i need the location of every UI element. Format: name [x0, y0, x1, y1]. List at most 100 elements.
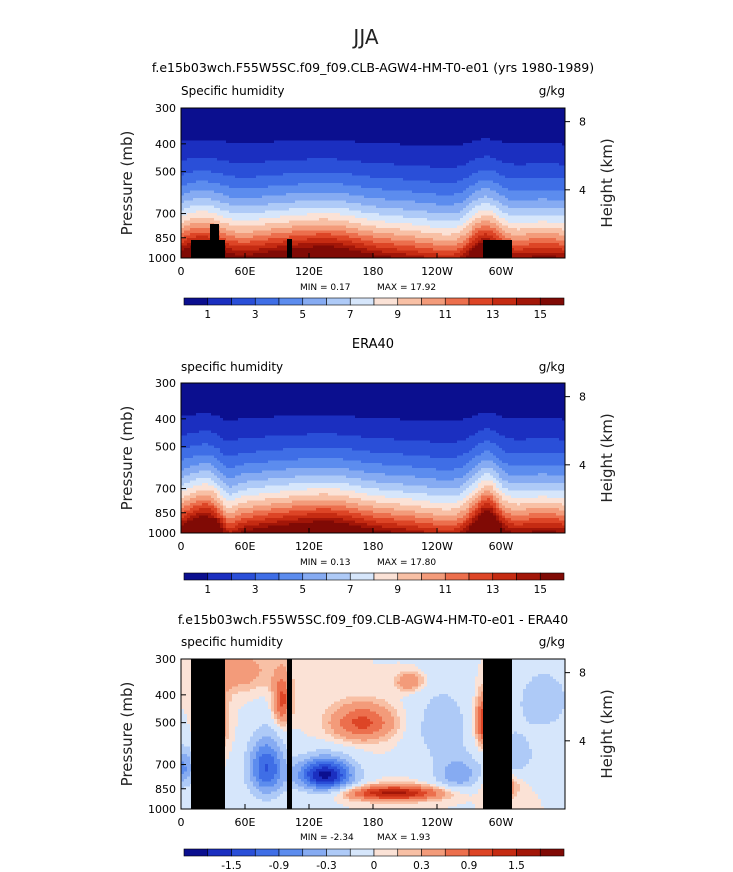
- field-cell: [298, 143, 302, 147]
- field-cell: [325, 148, 329, 152]
- field-cell: [232, 130, 236, 134]
- field-cell: [184, 128, 188, 132]
- field-cell: [286, 113, 290, 117]
- field-cell: [505, 140, 509, 144]
- panel-1: f.e15b03wch.F55W5SC.f09_f09.CLB-AGW4-HM-…: [118, 60, 616, 321]
- field-cell: [478, 125, 482, 129]
- field-cell: [544, 118, 548, 122]
- field-cell: [529, 120, 533, 124]
- field-cell: [406, 145, 410, 149]
- field-cell: [454, 130, 458, 134]
- field-cell: [187, 145, 191, 149]
- field-cell: [502, 108, 506, 112]
- field-cell: [463, 120, 467, 124]
- field-cell: [520, 128, 524, 132]
- field-cell: [367, 108, 371, 112]
- field-cell: [307, 138, 311, 142]
- field-cell: [493, 118, 497, 122]
- field-cell: [277, 133, 281, 137]
- field-cell: [181, 120, 185, 124]
- field-cell: [190, 118, 194, 122]
- field-cell: [334, 123, 338, 127]
- field-cell: [304, 140, 308, 144]
- field-cell: [517, 125, 521, 129]
- field-cell: [307, 148, 311, 152]
- field-cell: [220, 130, 224, 134]
- field-cell: [238, 108, 242, 112]
- field-cell: [322, 120, 326, 124]
- field-cell: [262, 130, 266, 134]
- field-cell: [229, 113, 233, 117]
- field-cell: [481, 108, 485, 112]
- field-cell: [217, 143, 221, 147]
- field-cell: [526, 138, 530, 142]
- field-cell: [409, 133, 413, 137]
- field-cell: [409, 128, 413, 132]
- field-cell: [376, 115, 380, 119]
- field-cell: [313, 150, 317, 154]
- field-cell: [361, 138, 365, 142]
- field-cell: [259, 113, 263, 117]
- field-cell: [562, 145, 565, 149]
- field-cell: [559, 125, 563, 129]
- field-cell: [451, 108, 455, 112]
- field-cell: [226, 115, 230, 119]
- field-cell: [325, 145, 329, 149]
- field-cell: [487, 113, 491, 117]
- field-cell: [319, 118, 323, 122]
- field-cell: [541, 108, 545, 112]
- field-cell: [523, 138, 527, 142]
- field-cell: [181, 113, 185, 117]
- field-cell: [238, 140, 242, 144]
- field-cell: [352, 148, 356, 152]
- field-cell: [409, 130, 413, 134]
- field-cell: [406, 128, 410, 132]
- field-cell: [520, 135, 524, 139]
- field-cell: [550, 120, 554, 124]
- field-cell: [502, 123, 506, 127]
- field-cell: [340, 125, 344, 129]
- field-cell: [331, 118, 335, 122]
- field-cell: [559, 118, 563, 122]
- field-cell: [469, 148, 473, 152]
- field-cell: [388, 108, 392, 112]
- field-cell: [412, 108, 416, 112]
- field-cell: [505, 138, 509, 142]
- field-cell: [271, 143, 275, 147]
- field-cell: [553, 133, 557, 137]
- field-cell: [346, 145, 350, 149]
- field-cell: [538, 113, 542, 117]
- field-cell: [547, 148, 551, 152]
- field-cell: [301, 123, 305, 127]
- field-cell: [493, 115, 497, 119]
- panel-1-field: [181, 108, 565, 258]
- field-cell: [259, 150, 263, 154]
- field-cell: [232, 135, 236, 139]
- field-cell: [316, 120, 320, 124]
- field-cell: [295, 145, 299, 149]
- field-cell: [481, 138, 485, 142]
- field-cell: [532, 145, 536, 149]
- field-cell: [421, 128, 425, 132]
- field-cell: [544, 110, 548, 114]
- field-cell: [187, 123, 191, 127]
- field-cell: [208, 128, 212, 132]
- field-cell: [562, 130, 565, 134]
- field-cell: [247, 143, 251, 147]
- field-cell: [418, 123, 422, 127]
- field-cell: [406, 115, 410, 119]
- field-cell: [475, 143, 479, 147]
- field-cell: [403, 133, 407, 137]
- field-cell: [544, 148, 548, 152]
- field-cell: [358, 108, 362, 112]
- field-cell: [343, 108, 347, 112]
- field-cell: [535, 135, 539, 139]
- field-cell: [526, 115, 530, 119]
- field-cell: [370, 113, 374, 117]
- field-cell: [229, 125, 233, 129]
- field-cell: [517, 108, 521, 112]
- field-cell: [271, 128, 275, 132]
- field-cell: [211, 120, 215, 124]
- field-cell: [430, 128, 434, 132]
- field-cell: [241, 138, 245, 142]
